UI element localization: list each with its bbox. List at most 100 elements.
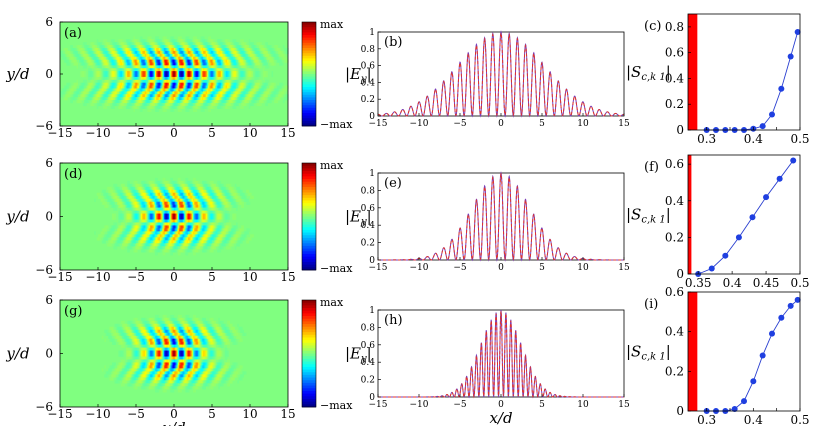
field-cell <box>204 68 206 72</box>
field-cell <box>236 59 238 63</box>
field-cell <box>139 53 142 57</box>
field-cell <box>250 48 252 52</box>
profile-xtick-label: −5 <box>453 119 467 129</box>
field-cell <box>185 213 187 217</box>
field-cell <box>73 56 76 60</box>
field-cell <box>111 102 114 107</box>
field-cell <box>208 100 210 104</box>
field-cell <box>238 76 241 81</box>
field-cell <box>271 56 274 60</box>
field-cell <box>191 76 194 81</box>
field-cell <box>209 65 212 69</box>
field-cell <box>124 48 127 52</box>
field-cell <box>223 56 225 60</box>
field-cell <box>161 53 163 57</box>
field-cell <box>229 91 232 95</box>
field-cell <box>106 100 109 104</box>
field-cell <box>156 59 158 63</box>
field-cell <box>269 45 271 49</box>
field-cell <box>103 39 105 43</box>
field-cell <box>267 48 270 52</box>
field-cell <box>115 71 118 75</box>
field-cell <box>111 204 114 208</box>
field-cell <box>70 45 72 49</box>
field-cell <box>219 82 222 86</box>
colorbar-cell <box>302 115 316 119</box>
field-cell <box>182 71 185 75</box>
field-cell <box>262 68 265 72</box>
field-cell <box>182 210 185 214</box>
field-cell <box>99 65 101 69</box>
field-cell <box>124 82 127 86</box>
field-cell <box>155 246 157 250</box>
profile-xtick-label: 10 <box>577 119 589 129</box>
field-cell <box>127 97 129 101</box>
field-cell <box>190 213 193 217</box>
field-cell <box>218 74 220 78</box>
field-cell <box>185 68 187 72</box>
field-cell <box>217 62 219 66</box>
field-cell <box>84 42 86 46</box>
field-cell <box>168 53 171 57</box>
field-cell <box>248 82 251 86</box>
field-cell <box>114 207 117 211</box>
field-cell <box>242 65 244 69</box>
field-cell <box>255 88 257 92</box>
field-cell <box>189 42 191 46</box>
field-cell <box>222 53 224 57</box>
field-cell <box>162 88 165 92</box>
field-cell <box>215 76 218 81</box>
field-cell <box>108 79 110 83</box>
field-cell <box>222 102 224 107</box>
field-cell <box>203 100 205 104</box>
field-cell <box>162 56 165 60</box>
field-cell <box>91 102 94 107</box>
field-cell <box>171 76 174 81</box>
field-cell <box>105 100 108 104</box>
field-cell <box>168 192 171 196</box>
field-cell <box>213 76 215 81</box>
field-cell <box>271 97 274 101</box>
field-cell <box>124 216 127 220</box>
field-cell <box>170 108 172 112</box>
colorbar-cell <box>302 110 316 114</box>
field-cell <box>185 45 187 49</box>
field-cell <box>205 74 208 78</box>
field-cell <box>132 74 134 78</box>
field-cell <box>191 100 194 104</box>
field-cell <box>172 79 175 83</box>
field-cell <box>108 65 110 69</box>
field-cell <box>127 65 129 69</box>
field-cell <box>165 249 167 253</box>
field-cell <box>246 91 248 95</box>
field-cell <box>190 82 193 86</box>
field-cell <box>213 88 215 92</box>
field-cell <box>158 189 161 194</box>
field-cell <box>189 97 191 101</box>
field-cell <box>82 85 85 89</box>
field-cell <box>98 59 100 63</box>
field-cell <box>223 62 225 66</box>
field-cell <box>122 82 124 86</box>
field-cell <box>167 82 170 86</box>
field-cell <box>132 189 134 194</box>
field-cell <box>111 213 114 217</box>
field-cell <box>144 42 147 46</box>
field-cell <box>171 249 174 253</box>
field-cell <box>146 231 148 235</box>
field-cell <box>115 102 118 107</box>
field-cell <box>200 62 203 66</box>
field-cell <box>184 102 186 107</box>
field-cell <box>201 97 204 101</box>
field-cell <box>190 204 193 208</box>
field-cell <box>120 91 123 95</box>
field-cell <box>167 207 170 211</box>
field-cell <box>130 100 133 104</box>
field-cell <box>247 74 250 78</box>
field-cell <box>68 50 71 55</box>
field-cell <box>212 91 214 95</box>
field-cell <box>128 97 130 101</box>
field-cell <box>129 201 132 205</box>
field-cell <box>171 82 174 86</box>
field-cell <box>171 240 174 244</box>
